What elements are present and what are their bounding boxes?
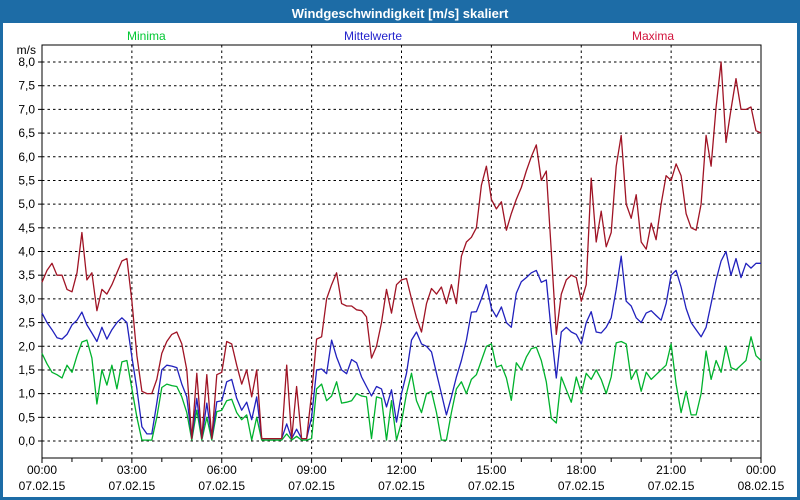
svg-text:07.02.15: 07.02.15 xyxy=(198,479,245,493)
svg-text:07.02.15: 07.02.15 xyxy=(109,479,156,493)
svg-text:0,5: 0,5 xyxy=(18,410,35,424)
svg-text:06:00: 06:00 xyxy=(207,463,237,477)
wind-speed-chart: 0,0 0,5 1,0 1,5 2,0 2,5 3,0 3,5 4,0 4,5 5,0 5,5 6,0 6… xyxy=(17,43,785,493)
svg-text:5,0: 5,0 xyxy=(18,197,35,211)
svg-text:00:00: 00:00 xyxy=(746,463,776,477)
svg-text:07.02.15: 07.02.15 xyxy=(468,479,515,493)
axis-layer xyxy=(38,44,762,463)
svg-text:07.02.15: 07.02.15 xyxy=(558,479,605,493)
svg-text:4,0: 4,0 xyxy=(18,245,35,259)
svg-text:07.02.15: 07.02.15 xyxy=(648,479,695,493)
svg-text:3,0: 3,0 xyxy=(18,292,35,306)
svg-text:m/s: m/s xyxy=(17,43,36,57)
legend-item-minima: Minima xyxy=(127,29,166,43)
svg-text:00:00: 00:00 xyxy=(27,463,57,477)
svg-text:07.02.15: 07.02.15 xyxy=(288,479,335,493)
svg-text:6,0: 6,0 xyxy=(18,150,35,164)
svg-text:1,5: 1,5 xyxy=(18,363,35,377)
svg-text:2,0: 2,0 xyxy=(18,339,35,353)
svg-text:2,5: 2,5 xyxy=(18,316,35,330)
grid-layer xyxy=(42,45,761,458)
svg-text:21:00: 21:00 xyxy=(656,463,686,477)
series-layer xyxy=(41,61,762,441)
svg-text:4,5: 4,5 xyxy=(18,221,35,235)
svg-text:7,0: 7,0 xyxy=(18,102,35,116)
svg-text:0,0: 0,0 xyxy=(18,434,35,448)
legend-item-maxima: Maxima xyxy=(632,29,675,43)
svg-text:12:00: 12:00 xyxy=(386,463,416,477)
svg-text:18:00: 18:00 xyxy=(566,463,596,477)
svg-text:07.02.15: 07.02.15 xyxy=(378,479,425,493)
svg-text:15:00: 15:00 xyxy=(476,463,506,477)
svg-text:1,0: 1,0 xyxy=(18,387,35,401)
svg-text:6,5: 6,5 xyxy=(18,126,35,140)
axis-label-layer: 0,0 0,5 1,0 1,5 2,0 2,5 3,0 3,5 4,0 4,5 5,0 5,5 6,0 6… xyxy=(17,43,785,493)
svg-text:08.02.15: 08.02.15 xyxy=(738,479,785,493)
svg-text:8,0: 8,0 xyxy=(18,55,35,69)
title-bar: Windgeschwindigkeit [m/s] skaliert xyxy=(3,3,797,23)
svg-text:07.02.15: 07.02.15 xyxy=(19,479,66,493)
svg-text:09:00: 09:00 xyxy=(297,463,327,477)
svg-text:3,5: 3,5 xyxy=(18,268,35,282)
legend-item-mittelwerte: Mittelwerte xyxy=(344,29,403,43)
svg-text:5,5: 5,5 xyxy=(18,173,35,187)
window-title: Windgeschwindigkeit [m/s] skaliert xyxy=(291,5,509,21)
svg-text:03:00: 03:00 xyxy=(117,463,147,477)
svg-text:7,5: 7,5 xyxy=(18,79,35,93)
